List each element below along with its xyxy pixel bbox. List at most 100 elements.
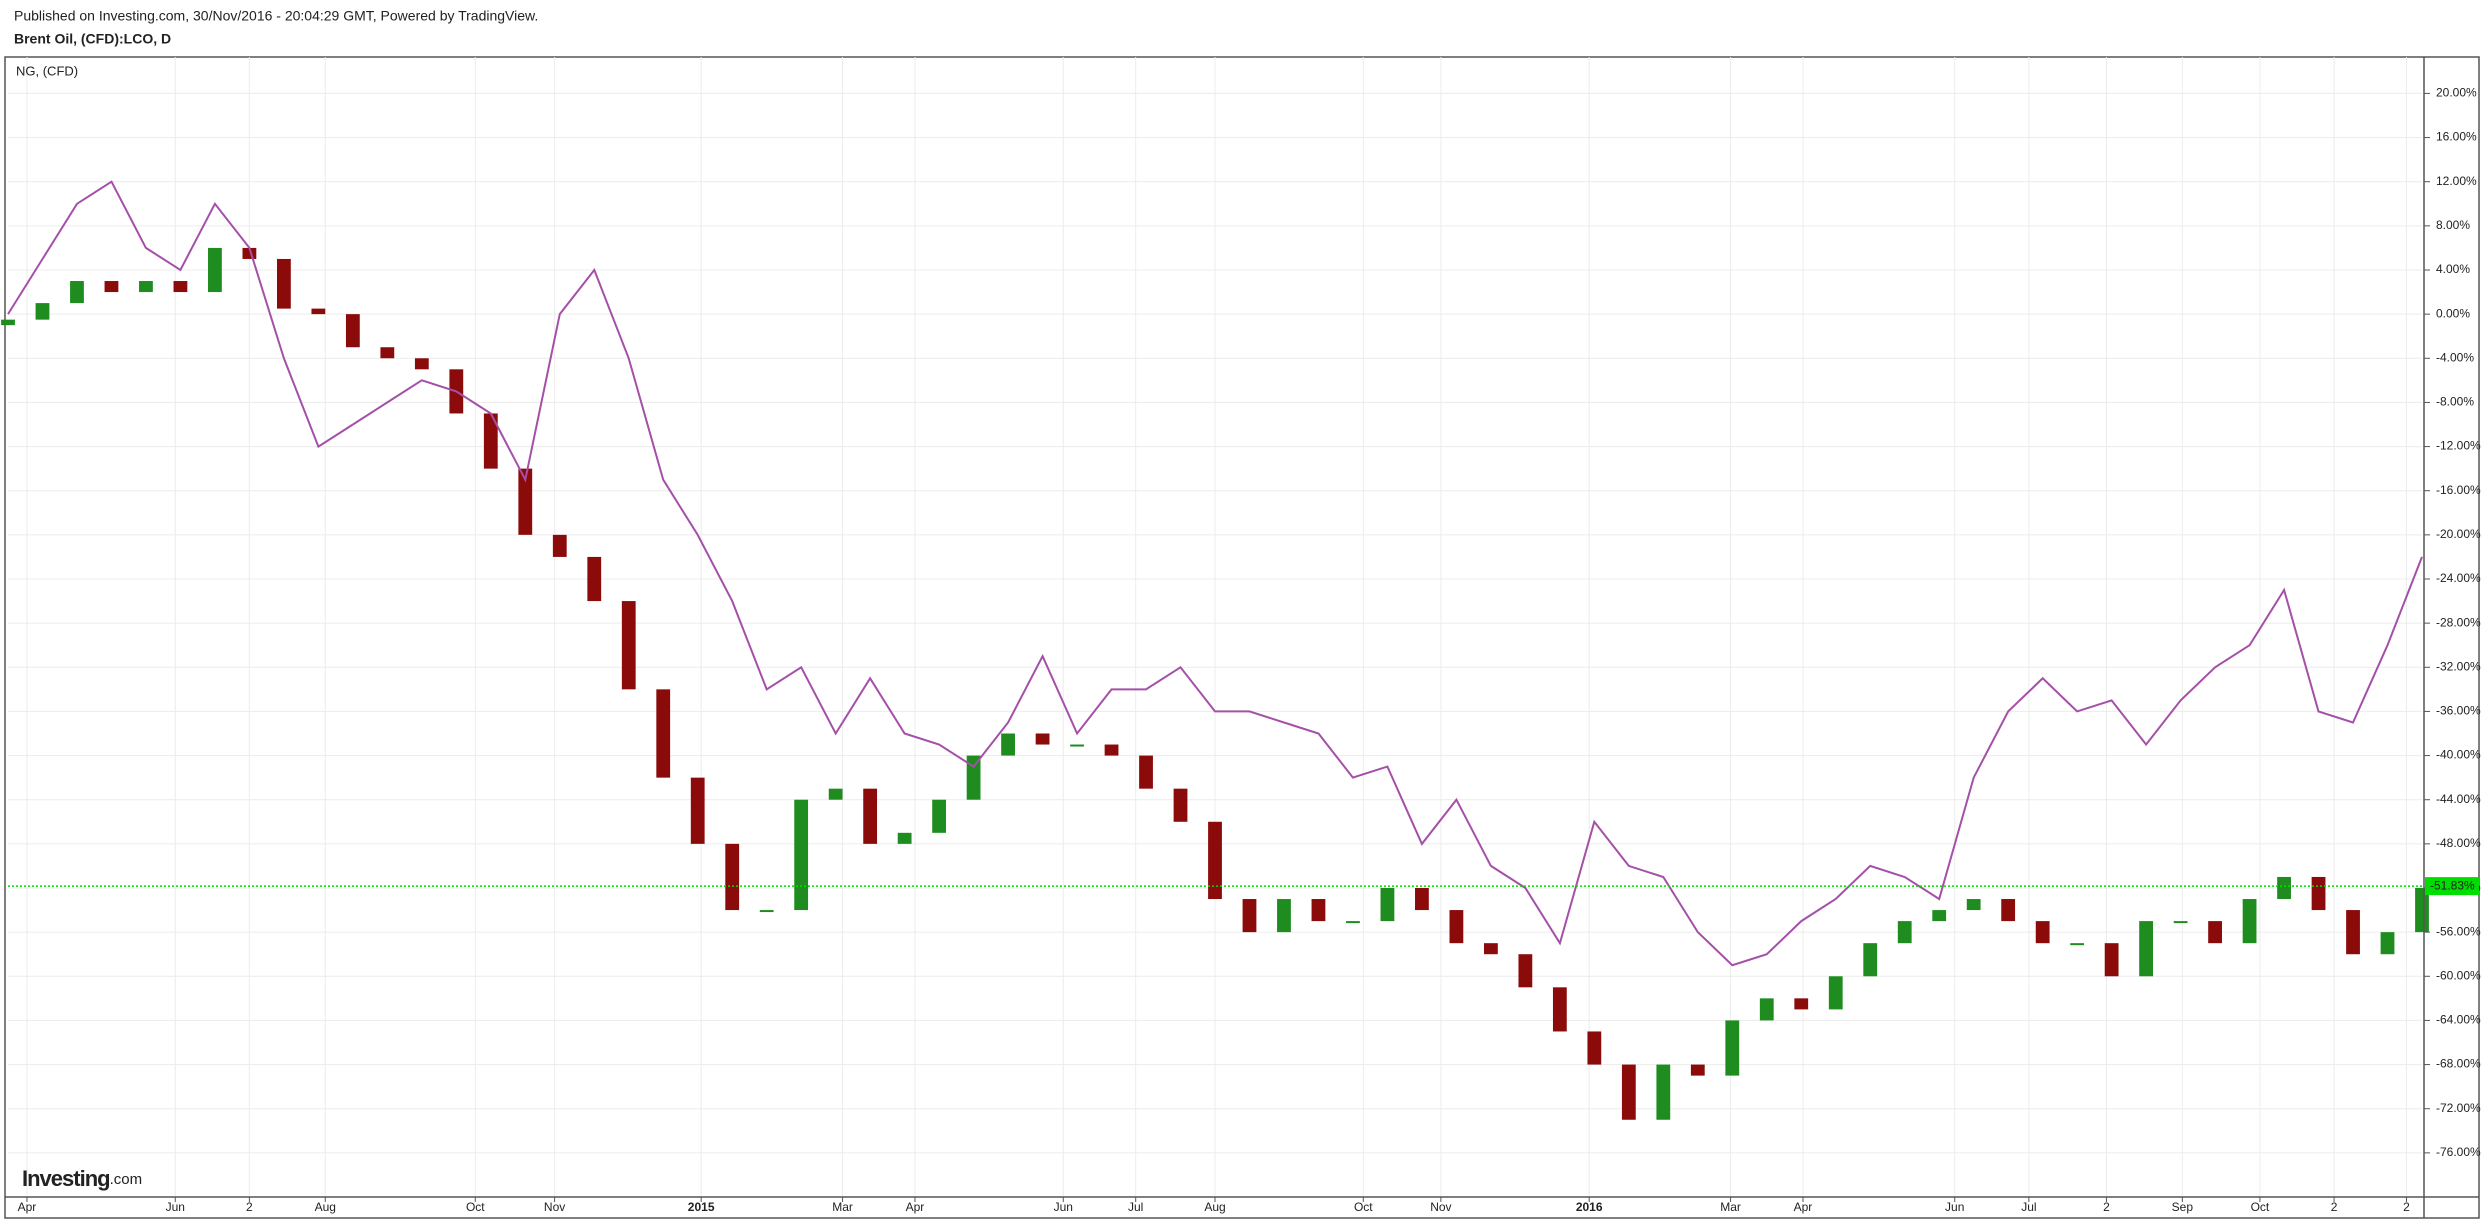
candle-body	[1656, 1064, 1671, 1120]
logo: Investing.com	[22, 1166, 142, 1191]
candle-body	[104, 281, 119, 293]
candle-body	[656, 689, 671, 778]
candle-body	[1587, 1031, 1602, 1065]
candle-body	[1518, 954, 1533, 988]
candle-body	[139, 281, 153, 293]
candle-body	[345, 314, 360, 348]
candle-body	[2070, 943, 2085, 946]
candle-body	[1311, 899, 1326, 922]
x-tick-label: Oct	[1354, 1200, 1373, 1214]
candle-body	[1242, 899, 1257, 933]
candle-body	[2242, 899, 2257, 944]
candle-body	[1621, 1064, 1636, 1120]
candle-body	[759, 910, 774, 913]
y-tick-label: -32.00%	[2436, 659, 2481, 673]
candle-body	[414, 358, 429, 370]
x-tick-label: Mar	[832, 1200, 853, 1214]
candle-body	[1828, 976, 1843, 1010]
candle-body	[966, 755, 981, 800]
x-tick-label: Apr	[18, 1200, 37, 1214]
candle-body	[380, 347, 395, 359]
y-tick-label: -16.00%	[2436, 483, 2481, 497]
y-tick-label: 8.00%	[2436, 218, 2470, 232]
candle-body	[1449, 910, 1464, 944]
x-tick-label: Oct	[466, 1200, 485, 1214]
candle-body	[1380, 887, 1395, 922]
candle-body	[1104, 744, 1119, 756]
x-tick-label: Aug	[315, 1200, 336, 1214]
candle-body	[1415, 887, 1429, 911]
y-tick-label: -24.00%	[2436, 571, 2481, 585]
x-tick-label: 2016	[1576, 1200, 1603, 1214]
x-tick-label: Apr	[1794, 1200, 1813, 1214]
x-tick-label: 2	[2403, 1200, 2410, 1214]
candle-body	[1897, 921, 1912, 944]
y-tick-label: -68.00%	[2436, 1057, 2481, 1071]
candle-body	[311, 308, 326, 315]
last-value-label: -51.83%	[2430, 878, 2475, 892]
y-tick-label: -48.00%	[2436, 836, 2481, 850]
x-tick-label: 2	[2103, 1200, 2110, 1214]
x-tick-label: Aug	[1204, 1200, 1225, 1214]
candle-body	[1346, 921, 1360, 924]
candle-body	[621, 601, 636, 690]
candle-body	[1035, 733, 1050, 745]
candle-body	[2346, 910, 2360, 955]
candle-body	[725, 843, 740, 911]
y-tick-label: -20.00%	[2436, 527, 2481, 541]
candle-body	[2173, 921, 2188, 924]
candle-body	[587, 556, 602, 602]
y-tick-label: -28.00%	[2436, 615, 2481, 629]
x-tick-label: Nov	[1430, 1200, 1451, 1214]
y-tick-label: -12.00%	[2436, 439, 2481, 453]
y-tick-label: -64.00%	[2436, 1013, 2481, 1027]
overlay-label: NG, (CFD)	[16, 63, 78, 78]
candle-body	[794, 799, 809, 911]
candle-body	[2311, 876, 2326, 911]
candle-body	[828, 788, 843, 800]
candle-body	[173, 281, 188, 293]
candle-body	[242, 247, 257, 259]
x-tick-label: 2	[2331, 1200, 2338, 1214]
last-value-box	[2425, 877, 2479, 896]
y-tick-label: 20.00%	[2436, 86, 2477, 100]
y-tick-label: 4.00%	[2436, 262, 2470, 276]
candle-body	[1690, 1064, 1705, 1076]
candle-body	[1139, 755, 1153, 789]
candle-body	[483, 413, 498, 469]
y-tick-label: -4.00%	[2436, 350, 2474, 364]
candle-body	[2104, 943, 2119, 977]
candle-body	[518, 468, 533, 535]
candle-body	[1173, 788, 1188, 822]
symbol-title: Brent Oil, (CFD):LCO, D	[14, 31, 171, 47]
y-tick-label: -40.00%	[2436, 748, 2481, 762]
candle-body	[276, 258, 291, 309]
x-tick-label: 2	[246, 1200, 253, 1214]
x-tick-label: Jun	[166, 1200, 185, 1214]
x-tick-label: 2015	[688, 1200, 715, 1214]
x-tick-label: Jul	[1128, 1200, 1143, 1214]
candle-body	[35, 303, 50, 320]
chart-frame	[4, 56, 2480, 1219]
grid	[8, 57, 2422, 1197]
y-tick-label: -76.00%	[2436, 1145, 2481, 1159]
candle-body	[2139, 921, 2154, 977]
y-tick-label: 0.00%	[2436, 306, 2470, 320]
logo-suffix: .com	[110, 1171, 143, 1188]
candle-body	[1932, 910, 1947, 922]
candle-body	[70, 281, 84, 304]
candle-body	[2001, 899, 2016, 922]
marks	[1, 180, 2429, 1120]
candle-body	[552, 534, 567, 557]
published-note: Published on Investing.com, 30/Nov/2016 …	[14, 8, 538, 24]
candle-body	[2380, 932, 2395, 955]
y-tick-label: -56.00%	[2436, 924, 2481, 938]
x-tick-label: Jun	[1945, 1200, 1964, 1214]
candle-body	[2208, 921, 2222, 944]
x-tick-label: Apr	[906, 1200, 925, 1214]
candle-body	[1070, 744, 1084, 747]
candle-body	[1001, 733, 1015, 756]
candle-body	[2277, 876, 2291, 900]
candle-body	[1794, 998, 1809, 1010]
